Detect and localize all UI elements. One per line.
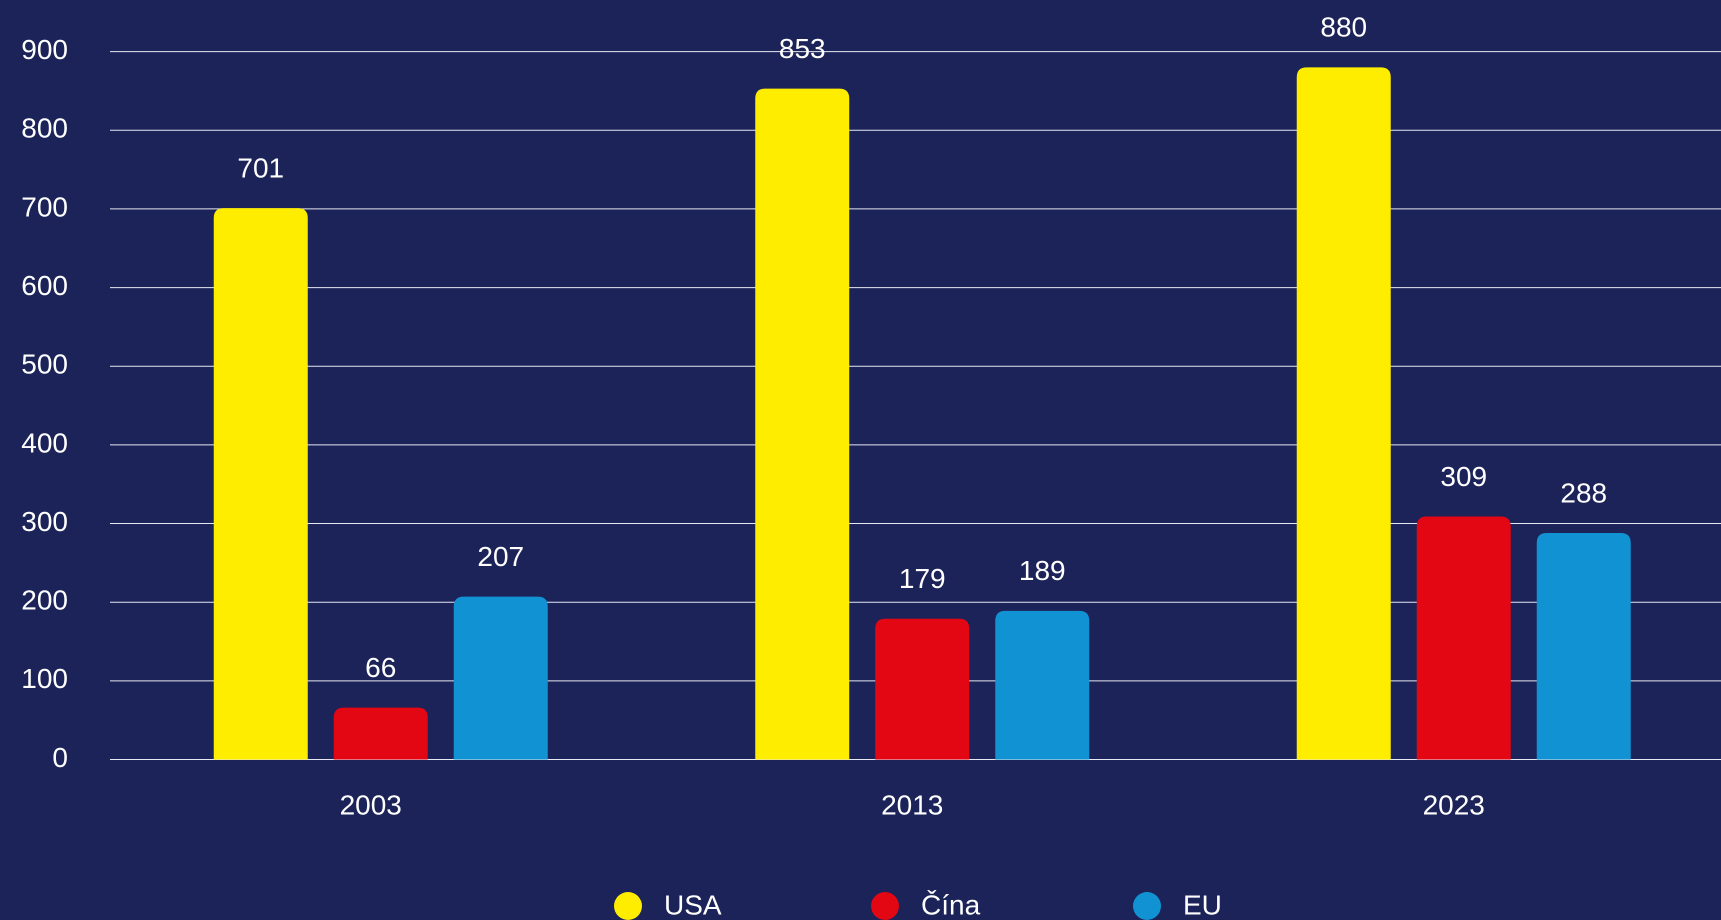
bar: [1416, 516, 1511, 760]
x-tick-label: 2003: [340, 789, 402, 820]
bar: [875, 618, 970, 760]
y-tick-label: 300: [21, 506, 68, 537]
value-label: 853: [779, 33, 826, 64]
bar: [333, 707, 428, 760]
y-tick-label: 800: [21, 113, 68, 144]
legend-label: USA: [664, 889, 722, 920]
y-tick-label: 100: [21, 663, 68, 694]
y-tick-label: 500: [21, 349, 68, 380]
legend-swatch: [871, 892, 899, 920]
value-label: 309: [1440, 461, 1487, 492]
bar: [453, 596, 548, 760]
y-tick-label: 200: [21, 585, 68, 616]
x-tick-label: 2023: [1423, 789, 1485, 820]
value-label: 207: [477, 541, 524, 572]
legend-swatch: [614, 892, 642, 920]
y-tick-label: 700: [21, 191, 68, 222]
legend-label: EU: [1183, 889, 1222, 920]
value-label: 288: [1560, 477, 1607, 508]
x-tick-label: 2013: [881, 789, 943, 820]
y-tick-label: 0: [52, 742, 68, 773]
value-label: 179: [899, 563, 946, 594]
bar: [995, 610, 1090, 760]
bar: [1296, 67, 1391, 760]
y-tick-label: 600: [21, 270, 68, 301]
bar: [1536, 532, 1631, 760]
bar: [213, 208, 308, 760]
y-tick-label: 400: [21, 427, 68, 458]
bar: [755, 88, 850, 760]
value-label: 701: [237, 153, 284, 184]
value-label: 880: [1320, 12, 1367, 43]
value-label: 189: [1019, 555, 1066, 586]
legend-swatch: [1133, 892, 1161, 920]
y-tick-label: 900: [21, 34, 68, 65]
value-label: 66: [365, 652, 396, 683]
legend-label: Čína: [921, 889, 981, 920]
